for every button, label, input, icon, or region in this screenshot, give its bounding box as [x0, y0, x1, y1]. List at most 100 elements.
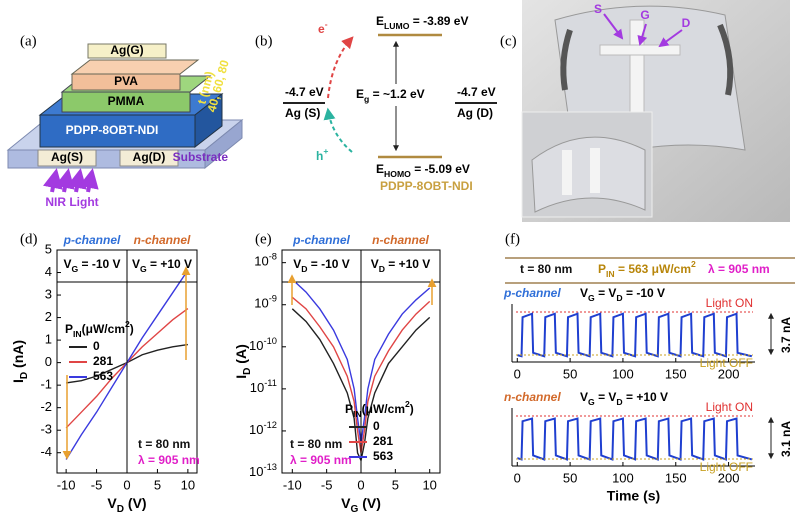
text-part: = +10 V [385, 257, 430, 271]
text-part: -8 [269, 252, 277, 262]
text-part: (nA) [10, 340, 26, 372]
text-part: g [364, 94, 369, 104]
x-tick-label: -10 [283, 477, 302, 492]
source-drain-strip [599, 44, 681, 56]
bias-label: VG = VD = +10 V [580, 390, 668, 407]
x-axis-label: VG (V) [341, 495, 381, 515]
panel-label: (b) [255, 33, 273, 49]
semiconductor-front [39, 114, 196, 148]
electrode-pointer [603, 13, 624, 40]
bias-label: VG = +10 V [132, 257, 192, 274]
text-part: e [318, 22, 325, 36]
x-tick-label: 200 [718, 366, 740, 381]
text-part: G [71, 264, 78, 274]
substrate-side [204, 118, 243, 170]
text-part: D [301, 264, 307, 274]
channel-label: p-channel [63, 233, 121, 247]
text-part: -13 [263, 462, 277, 472]
electrode-pointer [658, 29, 683, 48]
electrode-label: G [640, 8, 649, 22]
legend-label: 281 [373, 434, 393, 448]
x-tick-label: 0 [357, 477, 364, 492]
x-axis-label: VD (V) [107, 495, 146, 515]
electrode [590, 148, 600, 193]
x-tick-label: 10 [422, 477, 436, 492]
x-tick-label: 150 [665, 470, 687, 485]
legend-title: PIN(μW/cm2) [65, 319, 134, 339]
text-part: λ = 905 nm [708, 262, 770, 276]
text-part: = ~1.2 eV [369, 87, 424, 101]
panel-label: (f) [505, 231, 520, 247]
text-part: 2 [691, 259, 696, 269]
level-label: -4.7 eV [285, 85, 324, 99]
layer-label: Ag(D) [133, 150, 166, 164]
text-part: t = 80 nm [520, 262, 572, 276]
y-tick-label: 10-12 [249, 420, 277, 437]
text-part: V [107, 495, 117, 511]
text-part: -12 [263, 420, 277, 430]
pmma-front [61, 91, 191, 113]
text-part: = -3.89 eV [409, 14, 468, 28]
text-part: (μW/cm [362, 402, 405, 416]
text-part: = V [595, 390, 617, 404]
text-part: E [376, 14, 384, 28]
text-part: G [588, 293, 595, 303]
text-part: = 563 μW/cm [615, 262, 691, 276]
text-part: V [371, 257, 379, 271]
text-part: 2 [125, 319, 130, 329]
y-tick-label: 1 [45, 332, 52, 347]
y-tick-label: 3 [45, 286, 52, 301]
text-part: = V [595, 286, 617, 300]
channel-label: n-channel [134, 233, 191, 247]
layer-label: PDPP-8OBT-NDI [66, 123, 159, 137]
text-part: = -10 V [623, 286, 665, 300]
x-axis-label: Time (s) [607, 488, 660, 504]
text-part: (V) [124, 495, 147, 511]
channel-label: n-channel [504, 390, 561, 404]
text-part: V [580, 286, 588, 300]
text-part: V [132, 257, 140, 271]
y-tick-label: 10-10 [249, 336, 277, 353]
x-tick-label: 10 [181, 477, 195, 492]
x-tick-label: 150 [665, 366, 687, 381]
x-tick-label: 5 [154, 477, 161, 492]
x-tick-label: 0 [514, 366, 521, 381]
text-part: 10 [250, 380, 264, 395]
x-tick-label: -5 [91, 477, 103, 492]
y-axis-label: ID (nA) [10, 340, 30, 383]
electrode [562, 150, 572, 195]
text-part: I [10, 379, 26, 383]
legend-label: 0 [93, 339, 100, 353]
y-tick-label: 4 [45, 264, 52, 279]
data-line [517, 312, 753, 358]
level-label: ELUMO = -3.89 eV [376, 14, 468, 31]
text-part: 10 [249, 338, 263, 353]
text-part: + [323, 146, 328, 156]
text-part: LUMO [384, 21, 410, 31]
text-part: = -10 V [78, 257, 120, 271]
y-axis-label: ID (A) [233, 344, 253, 379]
text-part: G [588, 397, 595, 407]
text-part: IN [606, 269, 615, 279]
text-part: 10 [254, 254, 268, 269]
text-part: IN [353, 409, 362, 419]
panel-label: (c) [500, 33, 517, 49]
text-part: (V) [358, 495, 381, 511]
condition-label: PIN = 563 μW/cm2 [598, 259, 696, 279]
device-stack [6, 43, 244, 193]
panel-label: (d) [20, 231, 38, 247]
text-part: = -5.09 eV [411, 162, 470, 176]
level-label: Light OFF [700, 460, 753, 474]
clip [560, 29, 573, 91]
text-part: D [616, 293, 622, 303]
legend-title: PIN(μW/cm2) [345, 399, 414, 419]
text-part: V [580, 390, 588, 404]
pva-front [71, 73, 181, 91]
electron-path [327, 36, 354, 99]
source-electrode [37, 149, 97, 167]
x-tick-label: -5 [321, 477, 333, 492]
y-tick-label: -1 [40, 377, 52, 392]
x-tick-label: 100 [612, 366, 634, 381]
nir-arrow [79, 168, 99, 193]
panel-label: (a) [20, 33, 37, 49]
